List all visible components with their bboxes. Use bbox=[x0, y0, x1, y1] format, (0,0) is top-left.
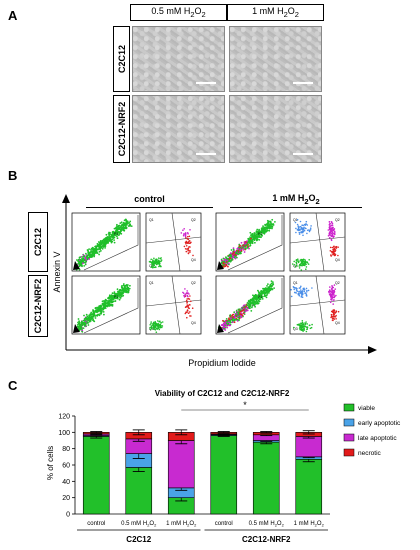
micrograph-nrf2-1mm bbox=[229, 95, 322, 163]
category-label-3: control bbox=[215, 521, 233, 527]
flow-plots-group: P1 Q1 Q2 Q3 Q4 P1 Q1 Q2 Q3 Q4 P1 Q1 Q2 Q3 Q4 P1 Q1 Q2 Q3 Q4 bbox=[71, 212, 346, 335]
quadrant-label-q4: Q4 bbox=[191, 321, 196, 325]
scale-bar bbox=[293, 82, 313, 84]
bar-1-viable bbox=[125, 467, 153, 515]
panel-a-row-label-1: C2C12-NRF2 bbox=[113, 95, 130, 163]
annexin-axis-label: Annexin V bbox=[52, 251, 62, 292]
quadrant-label-q1: Q1 bbox=[149, 281, 154, 285]
quadrant-label-q2: Q2 bbox=[335, 281, 340, 285]
y-tick-label-60: 60 bbox=[62, 463, 70, 470]
panel-b-letter: B bbox=[8, 168, 18, 183]
quadrant-label-q1: Q1 bbox=[293, 218, 298, 222]
quadrant-label-q2: Q2 bbox=[335, 218, 340, 222]
panel-b-row-label-0: C2C12 bbox=[28, 212, 48, 272]
quadrant-label-q1: Q1 bbox=[293, 281, 298, 285]
micrograph-c2c12-05mm bbox=[132, 26, 225, 92]
scale-bar bbox=[293, 153, 313, 155]
legend-swatch-1 bbox=[343, 418, 355, 427]
quadrant-label-q3: Q3 bbox=[293, 264, 298, 268]
quadrant-label-q2: Q2 bbox=[191, 281, 196, 285]
y-tick-label-120: 120 bbox=[58, 414, 70, 421]
scale-bar bbox=[196, 153, 216, 155]
bar-4-viable bbox=[252, 441, 280, 515]
legend-label-1: early apoptotic bbox=[358, 420, 401, 427]
micrograph-nrf2-05mm bbox=[132, 95, 225, 163]
scatter-plot-1-0: P1 bbox=[71, 275, 141, 335]
gate-label: P1 bbox=[258, 295, 262, 299]
pi-axis-label: Propidium Iodide bbox=[188, 358, 256, 368]
category-label-5: 1 mM H2O2 bbox=[294, 521, 325, 528]
scatter-plot-0-1: P1 bbox=[215, 212, 285, 272]
panel-a-letter: A bbox=[8, 8, 18, 23]
category-label-2: 1 mM H2O2 bbox=[166, 521, 197, 528]
legend-swatch-2 bbox=[343, 433, 355, 442]
scatter-plot-0-0: P1 bbox=[71, 212, 141, 272]
group-label-0: C2C12 bbox=[126, 535, 151, 544]
pi-axis-arrow bbox=[368, 346, 377, 354]
y-tick-label-80: 80 bbox=[62, 446, 70, 453]
micrograph-c2c12-1mm bbox=[229, 26, 322, 92]
group-label-1: C2C12-NRF2 bbox=[242, 535, 291, 544]
gate-label: P1 bbox=[114, 232, 118, 236]
y-tick-label-40: 40 bbox=[62, 479, 70, 486]
quadrant-label-q2: Q2 bbox=[191, 218, 196, 222]
bar-0-viable bbox=[82, 436, 110, 515]
scatter-plot-1-1: P1 bbox=[215, 275, 285, 335]
legend-swatch-0 bbox=[343, 403, 355, 412]
quadrant-label-q4: Q4 bbox=[335, 258, 340, 262]
legend-label-3: necrotic bbox=[358, 450, 382, 457]
panel-a-col0-text: 0.5 mM H2O2 bbox=[151, 6, 206, 19]
panel-b-row-label-1: C2C12-NRF2 bbox=[28, 275, 48, 337]
chart-ylabel: % of cells bbox=[46, 446, 55, 480]
bar-2-late-apoptotic bbox=[167, 440, 195, 489]
quadrant-plot-1-1: Q1 Q2 Q3 Q4 bbox=[289, 275, 346, 335]
annexin-axis-arrow bbox=[62, 194, 70, 203]
y-tick-label-20: 20 bbox=[62, 495, 70, 502]
category-label-0: control bbox=[87, 521, 105, 527]
quadrant-plot-0-1: Q1 Q2 Q3 Q4 bbox=[289, 212, 346, 272]
quadrant-label-q1: Q1 bbox=[149, 218, 154, 222]
bar-5-viable bbox=[295, 458, 323, 515]
scale-bar bbox=[196, 82, 216, 84]
panel-b-column-header-1: 1 mM H2O2 bbox=[230, 191, 362, 208]
y-tick-label-100: 100 bbox=[58, 430, 70, 437]
gate-label: P1 bbox=[258, 232, 262, 236]
quadrant-label-q4: Q4 bbox=[335, 321, 340, 325]
panel-a-column-header-0: 0.5 mM H2O2 bbox=[130, 4, 227, 21]
gate-label: P1 bbox=[114, 295, 118, 299]
chart-title: Viability of C2C12 and C2C12-NRF2 bbox=[155, 389, 290, 398]
panel-b-col1-text: 1 mM H2O2 bbox=[272, 192, 320, 206]
chart-body: 0 20 40 60 80 100 120 control 0.5 mM H2O2 1 mM H2… bbox=[58, 400, 401, 544]
quadrant-label-q3: Q3 bbox=[293, 327, 298, 331]
panel-b-column-header-0: control bbox=[86, 191, 213, 208]
significance-marker: * bbox=[243, 400, 247, 410]
bar-5-late-apoptotic bbox=[295, 436, 323, 458]
quadrant-label-q4: Q4 bbox=[191, 258, 196, 262]
category-label-1: 0.5 mM H2O2 bbox=[121, 521, 157, 528]
y-tick-label-0: 0 bbox=[66, 512, 70, 519]
legend-label-0: viable bbox=[358, 405, 375, 412]
panel-a-col1-text: 1 mM H2O2 bbox=[252, 6, 299, 19]
panel-a-column-header-1: 1 mM H2O2 bbox=[227, 4, 324, 21]
panel-a-row-label-0: C2C12 bbox=[113, 26, 130, 92]
panel-c-letter: C bbox=[8, 378, 18, 393]
viability-chart: Viability of C2C12 and C2C12-NRF2 % of c… bbox=[46, 389, 401, 544]
category-label-4: 0.5 mM H2O2 bbox=[249, 521, 285, 528]
bar-3-viable bbox=[210, 435, 238, 515]
legend-swatch-3 bbox=[343, 448, 355, 457]
legend-label-2: late apoptotic bbox=[358, 435, 397, 442]
